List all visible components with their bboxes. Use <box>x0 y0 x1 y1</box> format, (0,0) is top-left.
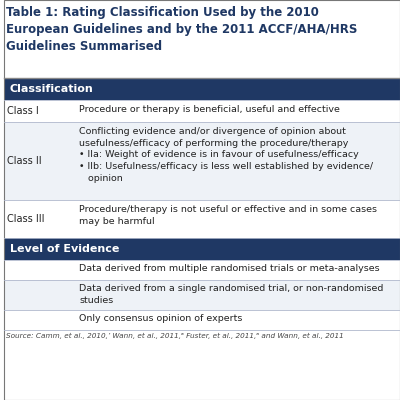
Bar <box>4 100 400 122</box>
Bar <box>4 78 400 100</box>
Text: Data derived from a single randomised trial, or non-randomised
studies: Data derived from a single randomised tr… <box>79 284 384 305</box>
Text: Classification: Classification <box>10 84 94 94</box>
Text: Class I: Class I <box>7 106 39 116</box>
Bar <box>4 0 400 78</box>
Bar <box>4 122 400 200</box>
Bar <box>4 238 400 260</box>
Bar <box>4 200 400 238</box>
Text: Source: Camm, et al., 2010,’ Wann, et al., 2011,ᵃ Fuster, et al., 2011,ᵃ and Wan: Source: Camm, et al., 2010,’ Wann, et al… <box>6 333 344 339</box>
Bar <box>4 280 400 310</box>
Text: Table 1: Rating Classification Used by the 2010
European Guidelines and by the 2: Table 1: Rating Classification Used by t… <box>6 6 357 53</box>
Text: Conflicting evidence and/or divergence of opinion about
usefulness/efficacy of p: Conflicting evidence and/or divergence o… <box>79 127 373 183</box>
Bar <box>4 310 400 330</box>
Text: Procedure or therapy is beneficial, useful and effective: Procedure or therapy is beneficial, usef… <box>79 105 340 114</box>
Bar <box>4 260 400 280</box>
Text: Class III: Class III <box>7 214 44 224</box>
Text: Procedure/therapy is not useful or effective and in some cases
may be harmful: Procedure/therapy is not useful or effec… <box>79 205 377 226</box>
Text: Class II: Class II <box>7 156 42 166</box>
Text: Only consensus opinion of experts: Only consensus opinion of experts <box>79 314 243 323</box>
Text: Data derived from multiple randomised trials or meta-analyses: Data derived from multiple randomised tr… <box>79 264 380 273</box>
Text: Level of Evidence: Level of Evidence <box>10 244 119 254</box>
Bar <box>4 330 400 400</box>
